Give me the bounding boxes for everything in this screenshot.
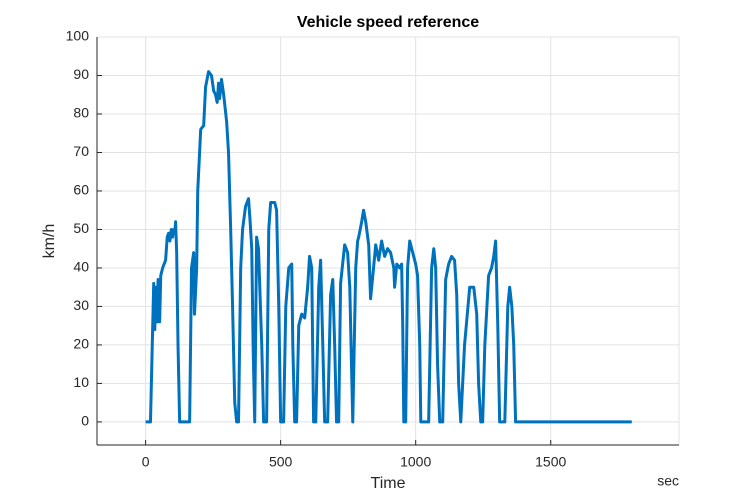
y-tick-label: 60 [73, 182, 89, 198]
y-tick-label: 50 [73, 220, 89, 236]
y-tick-label: 30 [73, 297, 89, 313]
x-tick-label: 500 [269, 454, 293, 470]
x-tick-label: 1500 [535, 454, 566, 470]
y-tick-label: 100 [66, 28, 90, 44]
y-tick-label: 20 [73, 336, 89, 352]
y-tick-label: 0 [81, 413, 89, 429]
y-axis-label: km/h [41, 224, 58, 259]
y-tick-label: 80 [73, 105, 89, 121]
y-tick-label: 40 [73, 259, 89, 275]
x-axis-label: Time [371, 475, 406, 492]
chart-title: Vehicle speed reference [297, 14, 479, 31]
x-tick-label: 1000 [400, 454, 431, 470]
y-tick-label: 70 [73, 143, 89, 159]
x-tick-label: 0 [142, 454, 150, 470]
x-unit-label: sec [657, 473, 679, 489]
y-tick-label: 10 [73, 374, 89, 390]
y-tick-label: 90 [73, 66, 89, 82]
speed-line [145, 70, 632, 424]
